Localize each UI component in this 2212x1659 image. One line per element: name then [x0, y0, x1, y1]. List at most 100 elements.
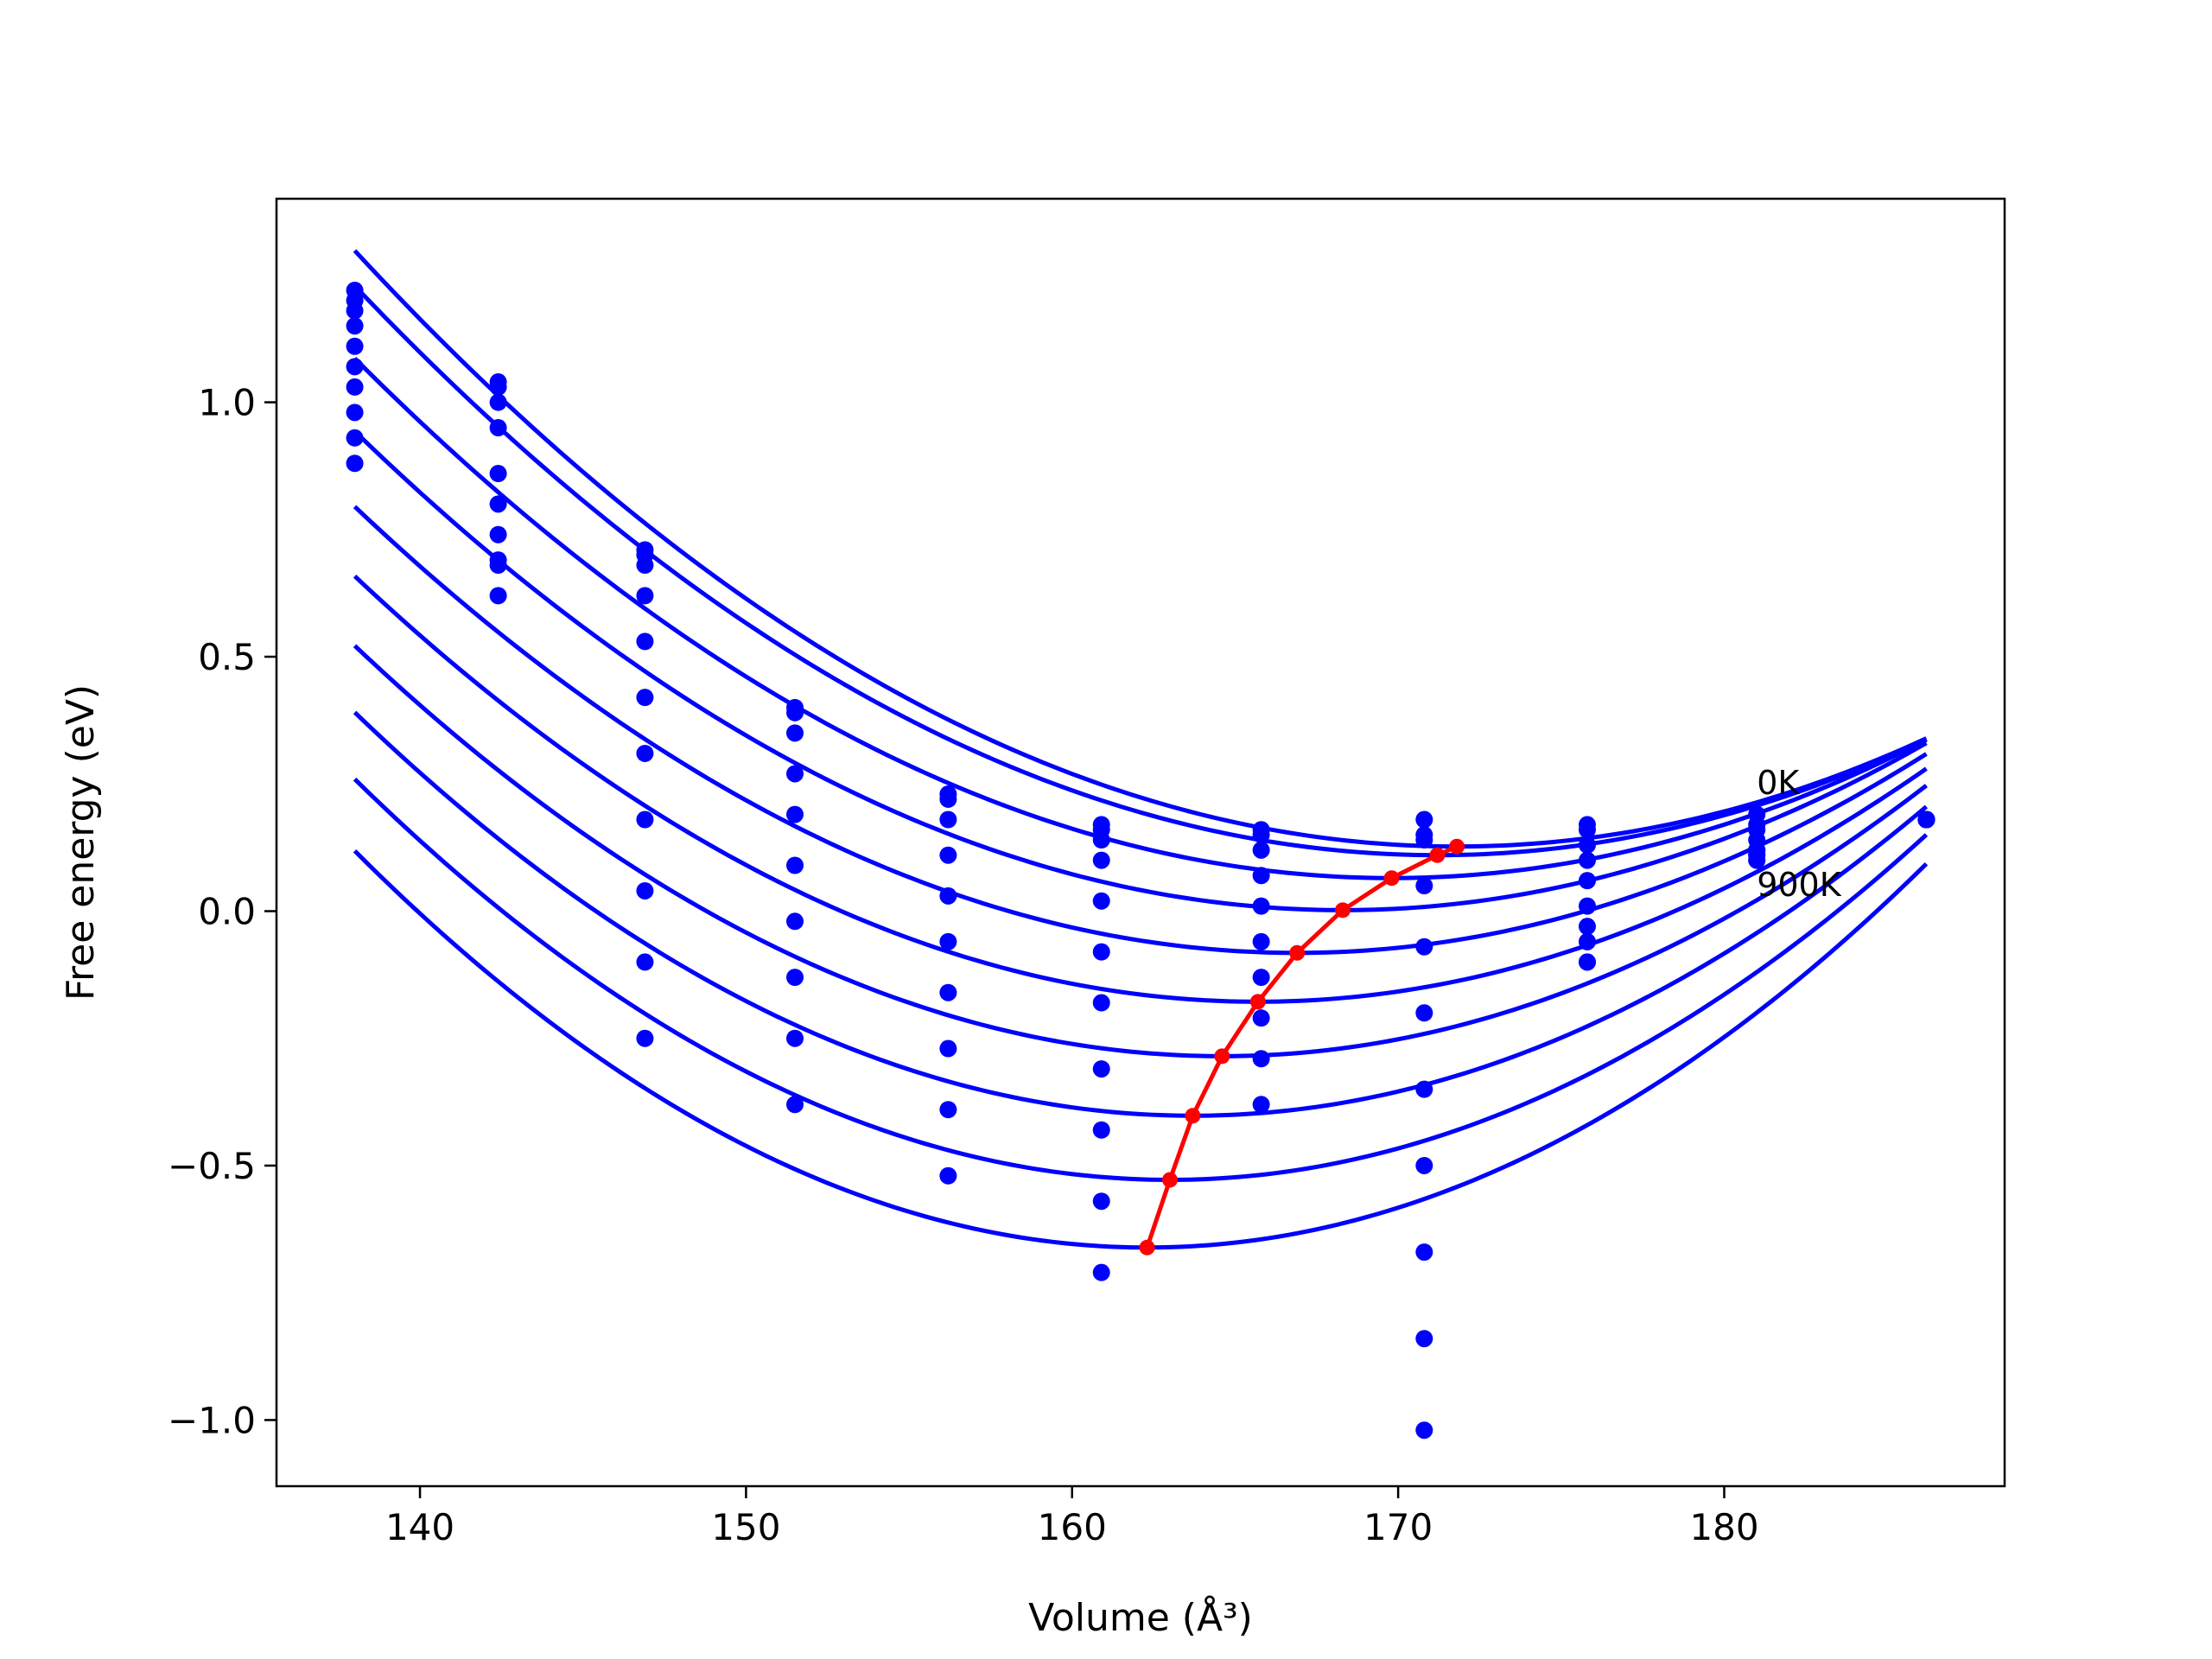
x-tick-label: 170	[1363, 1506, 1433, 1548]
data-point	[939, 1166, 957, 1185]
data-point	[1415, 810, 1433, 829]
data-point	[636, 1029, 654, 1047]
fit-curve-4	[353, 505, 1928, 956]
data-point	[1748, 841, 1766, 859]
fit-curve-8	[353, 777, 1929, 1182]
data-point	[489, 393, 507, 411]
data-point	[489, 495, 507, 513]
data-point	[939, 932, 957, 950]
data-point	[1092, 1192, 1110, 1211]
data-point	[1917, 810, 1936, 829]
data-point	[636, 744, 654, 762]
data-point	[1415, 1156, 1433, 1174]
data-point	[786, 1096, 804, 1114]
equilibrium-curve	[1139, 838, 1465, 1255]
data-point	[1578, 836, 1596, 854]
data-point	[1252, 841, 1270, 859]
data-point	[1252, 1009, 1270, 1027]
data-point	[1578, 851, 1596, 869]
data-point	[1092, 994, 1110, 1012]
data-point	[1252, 826, 1270, 844]
fit-curve-2	[353, 356, 1928, 880]
y-tick-label: 0.5	[198, 636, 256, 678]
data-point	[786, 805, 804, 823]
x-tick-label: 140	[385, 1506, 454, 1548]
fit-curve-1	[353, 284, 1928, 858]
data-point	[1252, 932, 1270, 950]
data-point	[786, 724, 804, 742]
data-points	[346, 282, 1936, 1440]
equilibrium-point	[1289, 944, 1306, 961]
equilibrium-point	[1449, 838, 1465, 855]
equilibrium-point	[1249, 994, 1266, 1010]
data-point	[1415, 1080, 1433, 1098]
equilibrium-point	[1185, 1108, 1201, 1124]
data-point	[786, 969, 804, 987]
data-point	[636, 953, 654, 971]
data-point	[346, 358, 364, 376]
data-point	[1415, 877, 1433, 895]
data-point	[1415, 831, 1433, 849]
equilibrium-point	[1334, 902, 1351, 918]
data-point	[346, 378, 364, 396]
data-point	[489, 525, 507, 543]
x-axis-label: Volume (Å³)	[1028, 1594, 1253, 1640]
data-point	[636, 632, 654, 651]
data-point	[786, 912, 804, 931]
data-point	[939, 846, 957, 864]
data-point	[786, 765, 804, 783]
y-axis: −1.0 −0.5 0.0 0.5 1.0	[168, 382, 276, 1441]
data-point	[489, 587, 507, 605]
equilibrium-point	[1383, 870, 1400, 887]
data-point	[346, 317, 364, 335]
data-point	[346, 454, 364, 473]
data-point	[1578, 918, 1596, 936]
data-point	[636, 556, 654, 575]
data-point	[1252, 1050, 1270, 1068]
data-point	[939, 983, 957, 1001]
equilibrium-point	[1429, 847, 1446, 863]
data-point	[939, 790, 957, 808]
data-point	[1252, 969, 1270, 987]
data-point	[1092, 831, 1110, 849]
equilibrium-point	[1161, 1172, 1178, 1188]
x-tick-label: 180	[1689, 1506, 1758, 1548]
data-point	[1252, 867, 1270, 885]
curve-annotation: 0K	[1757, 764, 1800, 802]
data-point	[1578, 932, 1596, 950]
data-point	[1092, 943, 1110, 961]
data-point	[939, 1039, 957, 1058]
data-point	[636, 881, 654, 899]
data-point	[786, 703, 804, 721]
x-tick-label: 150	[711, 1506, 780, 1548]
curve-annotation: 900K	[1757, 866, 1842, 904]
plot-frame	[275, 197, 2006, 1488]
data-point	[1578, 872, 1596, 890]
fit-curve-0	[353, 249, 1928, 849]
data-point	[1092, 892, 1110, 910]
data-point	[346, 337, 364, 355]
data-point	[636, 689, 654, 707]
data-point	[1252, 897, 1270, 915]
data-point	[489, 378, 507, 396]
data-point	[489, 556, 507, 575]
data-point	[1578, 897, 1596, 915]
y-tick-label: −0.5	[168, 1145, 256, 1187]
data-point	[1092, 1121, 1110, 1139]
data-point	[1415, 1243, 1433, 1262]
equilibrium-point	[1139, 1239, 1155, 1255]
data-point	[1415, 938, 1433, 956]
data-point	[1092, 1060, 1110, 1078]
x-axis: 140 150 160 170 180	[385, 1486, 1759, 1548]
data-point	[786, 1029, 804, 1047]
equilibrium-point	[1214, 1048, 1230, 1065]
fit-curve-7	[353, 710, 1929, 1118]
data-point	[636, 587, 654, 605]
data-point	[489, 419, 507, 437]
data-point	[1092, 1263, 1110, 1281]
data-point	[1578, 821, 1596, 839]
fit-curve-3	[353, 429, 1928, 912]
data-point	[786, 856, 804, 874]
equilibrium-line	[1145, 844, 1459, 1249]
